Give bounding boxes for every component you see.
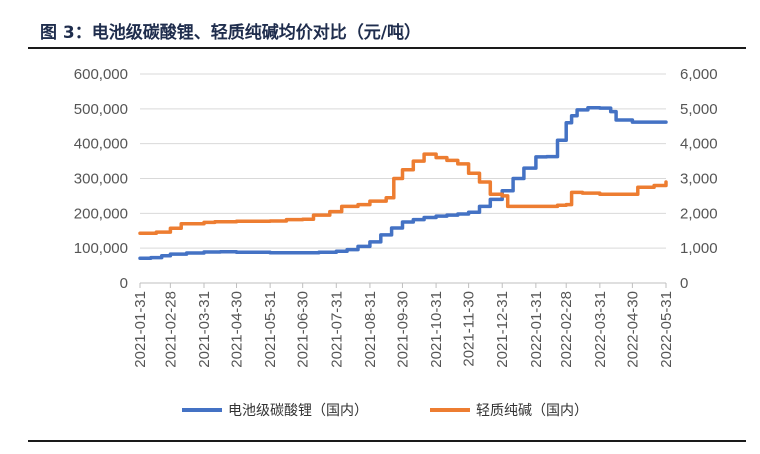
x-tick-label: 2021-04-30	[229, 291, 246, 368]
y-left-tick-label: 100,000	[74, 240, 128, 257]
x-tick-label: 2021-08-31	[362, 291, 379, 368]
top-rule	[28, 47, 746, 49]
left-axis-ticks: 0 100,000 200,000 300,000 400,000 500,000 600,…	[74, 66, 128, 292]
legend-label: 轻质纯碱（国内）	[476, 403, 588, 419]
x-tick-label: 2021-06-30	[295, 291, 312, 368]
x-tick-label: 2021-09-30	[394, 291, 411, 368]
y-right-tick-label: 6,000	[680, 66, 718, 83]
x-tick-label: 2021-12-31	[494, 291, 511, 368]
series-group	[138, 106, 668, 261]
y-left-tick-label: 300,000	[74, 171, 128, 188]
x-tick-label: 2022-03-31	[592, 291, 609, 368]
legend-label: 电池级碳酸锂（国内）	[228, 403, 368, 419]
x-tick-label: 2021-02-28	[162, 291, 179, 368]
x-tick-label: 2021-10-31	[428, 291, 445, 368]
x-tick-label: 2022-02-28	[558, 291, 575, 368]
x-axis-ticks: 2021-01-31 2021-02-28 2021-03-31 2021-04-30…	[132, 283, 675, 368]
x-tick-label: 2022-01-31	[528, 291, 545, 368]
x-tick-label: 2022-05-31	[658, 291, 675, 368]
right-axis-ticks: 0 1,000 2,000 3,000 4,000 5,000 6,000	[680, 66, 718, 292]
y-right-tick-label: 2,000	[680, 205, 718, 222]
x-tick-label: 2021-01-31	[132, 291, 149, 368]
figure-title: 图 3：电池级碳酸锂、轻质纯碱均价对比（元/吨）	[40, 23, 421, 43]
y-right-tick-label: 0	[680, 275, 688, 292]
y-left-tick-label: 600,000	[74, 66, 128, 83]
legend: 电池级碳酸锂（国内） 轻质纯碱（国内）	[182, 403, 588, 419]
y-left-tick-label: 400,000	[74, 136, 128, 153]
x-tick-label: 2021-05-31	[262, 291, 279, 368]
y-left-tick-label: 500,000	[74, 101, 128, 118]
x-tick-label: 2021-07-31	[328, 291, 345, 368]
bottom-rule	[28, 440, 746, 442]
x-tick-label: 2022-04-30	[624, 291, 641, 368]
x-tick-label: 2021-03-31	[196, 291, 213, 368]
y-right-tick-label: 3,000	[680, 171, 718, 188]
y-right-tick-label: 5,000	[680, 101, 718, 118]
x-tick-label: 2021-11-30	[461, 291, 478, 367]
series-line-lithium-carbonate	[138, 106, 668, 261]
y-right-tick-label: 1,000	[680, 240, 718, 257]
y-right-tick-label: 4,000	[680, 136, 718, 153]
y-left-tick-label: 0	[120, 275, 128, 292]
series-line-soda-ash	[138, 152, 668, 235]
y-left-tick-label: 200,000	[74, 205, 128, 222]
